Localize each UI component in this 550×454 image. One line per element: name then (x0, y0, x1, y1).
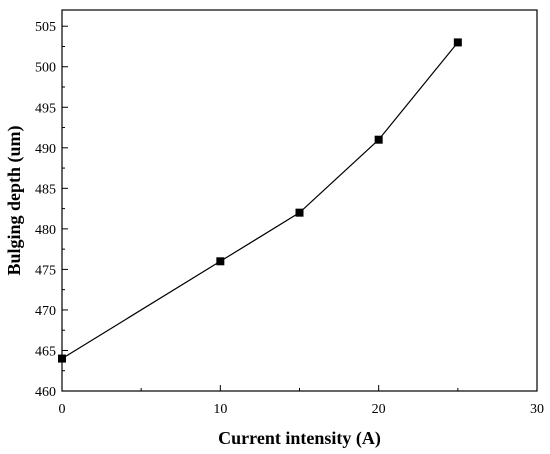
x-tick-label: 30 (530, 402, 544, 417)
y-tick-label: 480 (35, 223, 56, 238)
series-layer (58, 38, 462, 363)
y-tick-label: 500 (35, 61, 56, 76)
x-tick-label: 0 (59, 402, 66, 417)
y-tick-label: 465 (35, 344, 56, 359)
data-point-marker (216, 257, 225, 266)
y-tick-label: 470 (35, 304, 56, 319)
data-point-marker (453, 38, 462, 47)
x-tick-label: 10 (213, 402, 227, 417)
y-axis-label: Bulging depth (um) (4, 125, 25, 275)
plot-area (61, 9, 538, 392)
y-tick-label: 475 (35, 263, 56, 278)
y-tick-label: 490 (35, 142, 56, 157)
y-tick-label: 505 (35, 20, 56, 35)
plot-frame (61, 9, 538, 392)
series-line (61, 42, 459, 360)
y-tick-label: 495 (35, 101, 56, 116)
x-tick-label: 20 (372, 402, 386, 417)
axis-ticks: 0 10 20 30 460 465 470 475 480 485 490 495 500 505 (35, 20, 544, 417)
x-axis-label: Current intensity (A) (218, 428, 381, 449)
data-point-marker (295, 208, 304, 217)
y-tick-label: 460 (35, 385, 56, 400)
data-point-marker (374, 135, 383, 144)
y-tick-label: 485 (35, 182, 56, 197)
data-point-marker (58, 354, 66, 363)
